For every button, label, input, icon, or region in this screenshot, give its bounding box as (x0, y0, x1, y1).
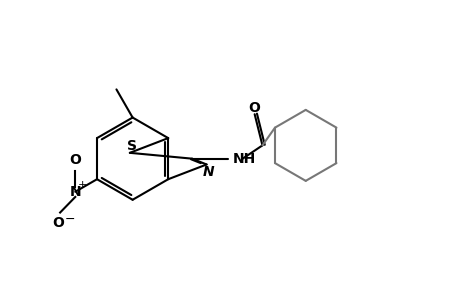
Text: −: − (64, 213, 75, 226)
Text: O: O (248, 101, 260, 115)
Text: O: O (52, 216, 64, 230)
Text: N: N (202, 165, 214, 179)
Text: N: N (69, 185, 81, 199)
Text: S: S (127, 139, 137, 153)
Text: +: + (77, 180, 87, 190)
Text: O: O (69, 153, 81, 167)
Text: NH: NH (232, 152, 255, 166)
